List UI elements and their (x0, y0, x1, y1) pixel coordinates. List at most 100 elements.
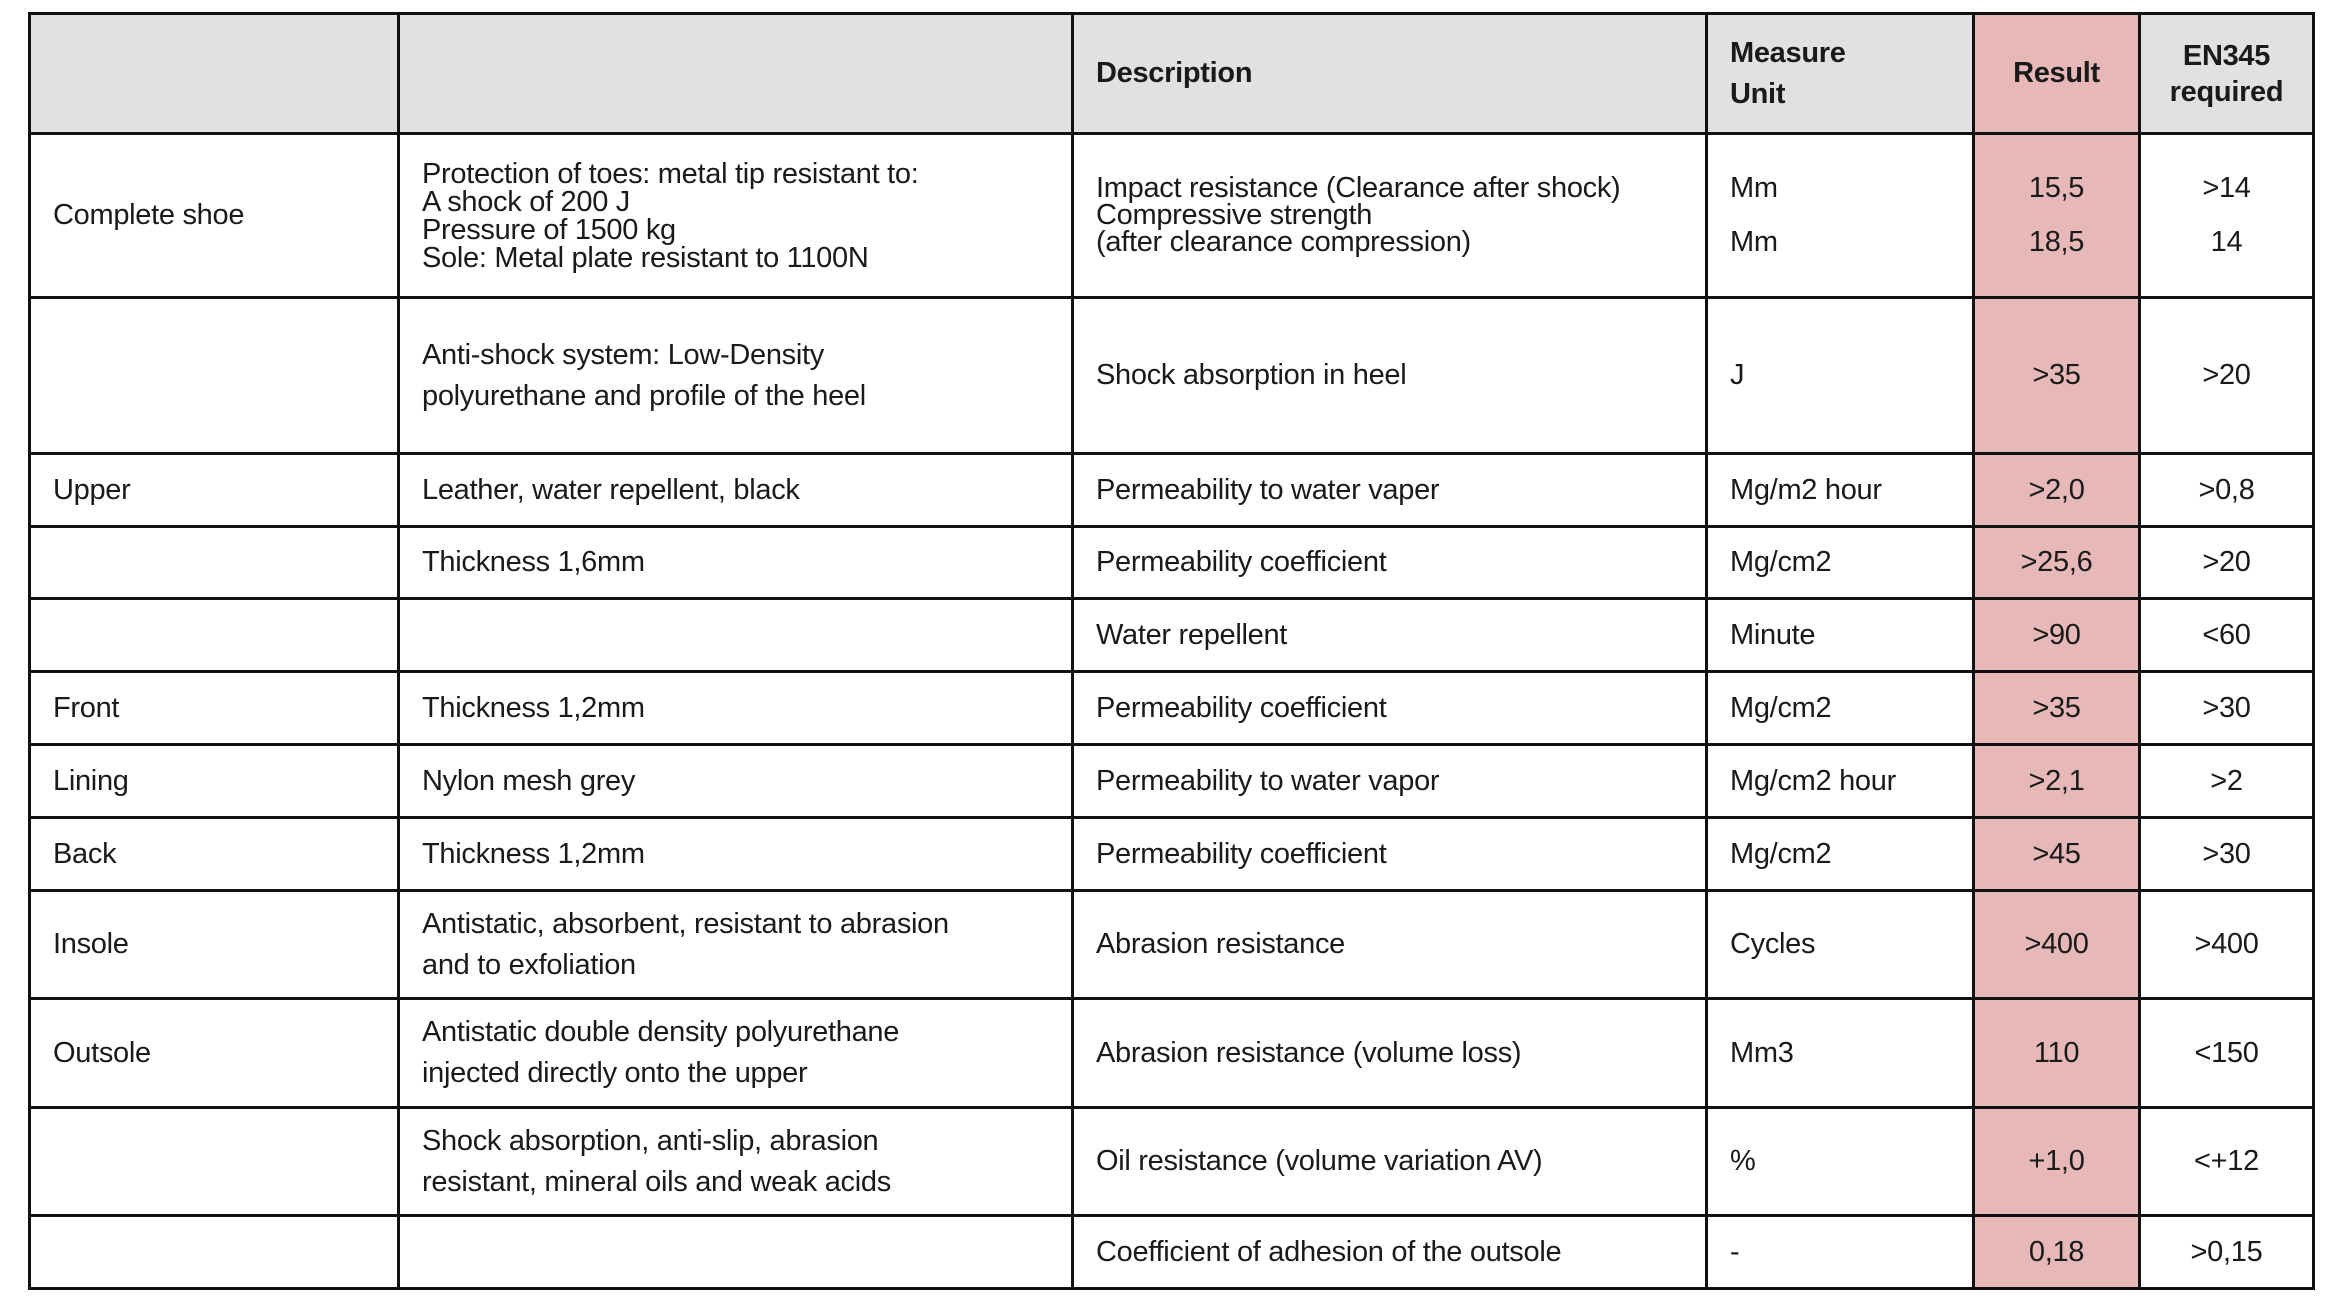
required-cell: >2 (2138, 743, 2315, 819)
material-cell-line: resistant, mineral oils and weak acids (422, 1165, 891, 1198)
description-cell-line: Abrasion resistance (1096, 928, 1345, 960)
header-part (28, 12, 400, 135)
result-cell: >35 (1972, 296, 2141, 455)
result-cell: >35 (1972, 670, 2141, 746)
part-cell (28, 525, 400, 600)
description-cell: Abrasion resistance (volume loss) (1071, 997, 1708, 1109)
required-cell-line: 14 (2210, 226, 2243, 258)
material-cell-line: injected directly onto the upper (422, 1057, 808, 1089)
description-cell-line: Permeability coefficient (1096, 546, 1387, 578)
table-row: Complete shoe Protection of toes: metal t… (28, 132, 2315, 299)
required-cell-line: >20 (2202, 359, 2251, 391)
description-cell: Permeability to water vaper (1071, 452, 1708, 528)
table-row: Back Thickness 1,2mm Permeability coeffici… (28, 816, 2315, 892)
description-cell-line: Oil resistance (volume variation AV) (1096, 1145, 1543, 1177)
part-cell (28, 296, 400, 455)
table-row: Shock absorption, anti-slip, abrasion res… (28, 1106, 2315, 1217)
description-cell: Coefficient of adhesion of the outsole (1071, 1214, 1708, 1290)
required-cell: <150 (2138, 997, 2315, 1109)
required-cell: <+12 (2138, 1106, 2315, 1217)
description-cell: Permeability coefficient (1071, 670, 1708, 746)
material-cell: Protection of toes: metal tip resistant … (397, 132, 1074, 299)
unit-cell-line: Mg/cm2 (1730, 837, 1832, 870)
required-cell: >0,15 (2138, 1214, 2315, 1290)
result-cell-line: >2,1 (2028, 764, 2085, 797)
unit-cell: J (1705, 296, 1975, 455)
required-cell-line (2141, 202, 2312, 229)
result-cell: >90 (1972, 597, 2141, 673)
unit-cell-line: Mg/m2 hour (1730, 473, 1882, 506)
required-cell-line: <60 (2202, 618, 2251, 651)
material-cell-line: Nylon mesh grey (422, 764, 636, 797)
part-cell: Back (28, 816, 400, 892)
part-cell (28, 597, 400, 673)
material-cell-line: Thickness 1,6mm (422, 546, 645, 578)
part-cell-line: Insole (53, 928, 129, 960)
table-row: Thickness 1,6mm Permeability coefficient M… (28, 525, 2315, 600)
part-cell-line: Outsole (53, 1036, 151, 1069)
unit-cell-line: Mm (1730, 226, 1778, 258)
part-cell (28, 1214, 400, 1290)
result-cell-line: +1,0 (2028, 1145, 2085, 1177)
required-cell-line: >2 (2210, 764, 2243, 797)
result-cell-line: >400 (2024, 928, 2089, 960)
result-cell: 15,5 18,5 (1972, 132, 2141, 299)
result-cell: >45 (1972, 816, 2141, 892)
required-cell: >30 (2138, 670, 2315, 746)
part-cell-line (53, 615, 397, 656)
unit-cell: Mm Mm (1705, 132, 1975, 299)
material-cell (397, 597, 1074, 673)
unit-cell-line (1730, 202, 1972, 229)
material-cell: Thickness 1,2mm (397, 816, 1074, 892)
description-cell-line: Permeability coefficient (1096, 837, 1387, 870)
required-cell: >14 14 (2138, 132, 2315, 299)
table-row: Coefficient of adhesion of the outsole - 0… (28, 1214, 2315, 1290)
required-cell-line: >400 (2194, 928, 2259, 960)
required-cell-line: >30 (2202, 837, 2251, 870)
table-row: Outsole Antistatic double density polyure… (28, 997, 2315, 1109)
unit-cell: Mm3 (1705, 997, 1975, 1109)
material-cell: Thickness 1,2mm (397, 670, 1074, 746)
result-cell: >400 (1972, 889, 2141, 1000)
material-cell: Anti-shock system: Low-Density polyuretha… (397, 296, 1074, 455)
description-cell: Oil resistance (volume variation AV) (1071, 1106, 1708, 1217)
description-cell-line: Permeability to water vaper (1096, 473, 1440, 506)
required-cell-line: <+12 (2194, 1145, 2259, 1177)
required-cell: >20 (2138, 296, 2315, 455)
material-cell-line: Anti-shock system: Low-Density (422, 338, 824, 371)
required-cell: >0,8 (2138, 452, 2315, 528)
material-cell-line (422, 1232, 1071, 1273)
header-material (397, 12, 1074, 135)
part-cell-line (53, 542, 397, 583)
unit-cell-line: Cycles (1730, 928, 1816, 960)
part-cell: Lining (28, 743, 400, 819)
unit-cell: Mg/cm2 (1705, 670, 1975, 746)
table-row: Lining Nylon mesh grey Permeability to wat… (28, 743, 2315, 819)
unit-cell-line: Mg/cm2 (1730, 546, 1832, 578)
description-cell: Shock absorption in heel (1071, 296, 1708, 455)
specifications-table: Description Measure Unit Result EN345 re… (28, 12, 2315, 1290)
material-cell (397, 1214, 1074, 1290)
material-cell: Antistatic, absorbent, resistant to abra… (397, 889, 1074, 1000)
part-cell-line: Upper (53, 473, 131, 506)
description-cell-line: Abrasion resistance (volume loss) (1096, 1036, 1522, 1069)
unit-cell-line: Mm3 (1730, 1036, 1794, 1069)
header-required-line: EN345 (2182, 39, 2271, 72)
material-cell-line: Antistatic, absorbent, resistant to abra… (422, 907, 949, 940)
result-cell-line: 18,5 (2028, 226, 2085, 258)
part-cell-line: Front (53, 691, 120, 724)
required-cell: <60 (2138, 597, 2315, 673)
unit-cell-line: Mg/cm2 hour (1730, 764, 1896, 797)
material-cell-line: Thickness 1,2mm (422, 691, 645, 724)
required-cell: >30 (2138, 816, 2315, 892)
unit-cell: % (1705, 1106, 1975, 1217)
material-cell: Leather, water repellent, black (397, 452, 1074, 528)
unit-cell-line: % (1730, 1145, 1756, 1177)
description-cell: Permeability coefficient (1071, 525, 1708, 600)
material-cell-line: Shock absorption, anti-slip, abrasion (422, 1124, 879, 1157)
part-cell-line (53, 1232, 397, 1273)
part-cell-line: Complete shoe (53, 199, 245, 231)
unit-cell-line: Minute (1730, 618, 1816, 651)
required-cell-line: >30 (2202, 691, 2251, 724)
result-cell: 0,18 (1972, 1214, 2141, 1290)
